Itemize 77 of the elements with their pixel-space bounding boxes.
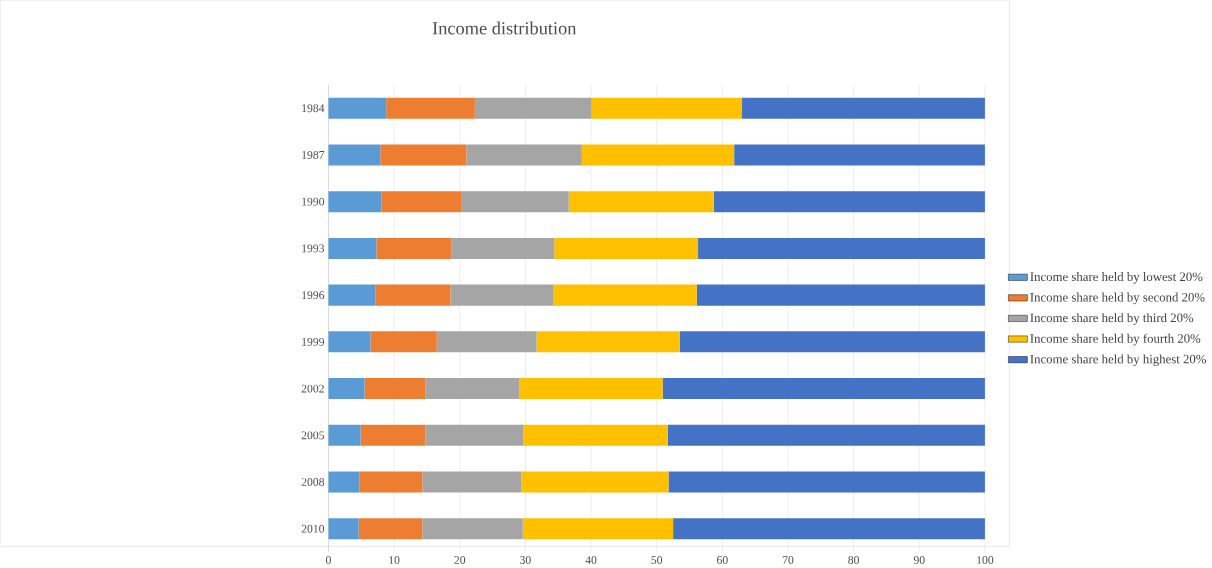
y-tick-label: 2005 [301, 431, 325, 440]
bar [328, 471, 360, 493]
y-tick-label: 1990 [302, 197, 325, 206]
bar [328, 238, 377, 260]
legend-label: Income share held by third 20% [1030, 313, 1194, 325]
x-tick-label: 100 [977, 556, 994, 565]
y-tick-label: 1999 [302, 338, 325, 346]
bar [328, 331, 371, 353]
bar [523, 424, 668, 446]
bar [376, 238, 452, 260]
y-tick-label: 1993 [302, 244, 325, 253]
y-tick-label: 2008 [301, 478, 325, 487]
bar [742, 97, 985, 119]
bar [713, 191, 985, 213]
x-tick-label: 30 [520, 556, 531, 565]
x-tick-label: 80 [848, 556, 860, 565]
y-tick-label: 1984 [302, 104, 325, 113]
y-tick-label: 2010 [301, 525, 325, 533]
bar [375, 284, 451, 306]
bar [553, 284, 697, 306]
bar [328, 144, 381, 166]
bar [380, 144, 467, 166]
bar [451, 238, 555, 260]
bar [359, 471, 423, 493]
x-tick-label: 90 [913, 556, 925, 565]
legend-label: Income share held by lowest 20% [1030, 272, 1203, 284]
x-tick-label: 0 [325, 556, 331, 565]
x-tick-label: 50 [651, 556, 663, 565]
legend-label: Income share held by highest 20% [1030, 354, 1207, 367]
bar [696, 284, 985, 306]
bar [698, 238, 985, 260]
bar [328, 191, 382, 213]
bar [328, 97, 387, 119]
bar [425, 424, 524, 446]
bar [673, 518, 985, 540]
bar [568, 191, 714, 213]
bar [554, 238, 699, 260]
bar [422, 471, 522, 493]
bar [422, 518, 523, 540]
bar [591, 97, 743, 119]
y-tick-label: 1987 [302, 151, 325, 160]
bar [461, 191, 569, 213]
bar [328, 424, 361, 446]
x-tick-label: 40 [585, 556, 597, 565]
bar [521, 471, 669, 493]
x-tick-label: 70 [782, 556, 794, 565]
bar [381, 191, 462, 213]
x-tick-label: 60 [717, 556, 728, 565]
bar [328, 518, 359, 540]
bar [474, 97, 592, 119]
bar [328, 378, 365, 400]
bar [522, 518, 674, 540]
bar [370, 331, 437, 353]
y-tick-label: 2002 [301, 384, 324, 393]
y-tick-label: 1996 [302, 291, 325, 300]
bar [466, 144, 582, 166]
x-tick-label: 10 [389, 556, 400, 565]
bar [328, 284, 376, 306]
chart-title: Income distribution [432, 21, 577, 35]
bar [450, 284, 554, 306]
bar [425, 378, 520, 400]
bar [668, 471, 985, 493]
bar [734, 144, 985, 166]
bar [358, 518, 423, 540]
legend-label: Income share held by second 20% [1030, 292, 1205, 305]
x-tick-label: 20 [454, 556, 466, 565]
bar [581, 144, 735, 166]
bar [662, 378, 985, 400]
bar [679, 331, 985, 353]
bar [386, 97, 475, 119]
bar [519, 378, 663, 400]
bar [667, 424, 985, 446]
legend-label: Income share held by fourth 20% [1030, 333, 1201, 346]
bar [364, 378, 426, 400]
bar [536, 331, 680, 353]
bar [360, 424, 426, 446]
bar [436, 331, 537, 353]
